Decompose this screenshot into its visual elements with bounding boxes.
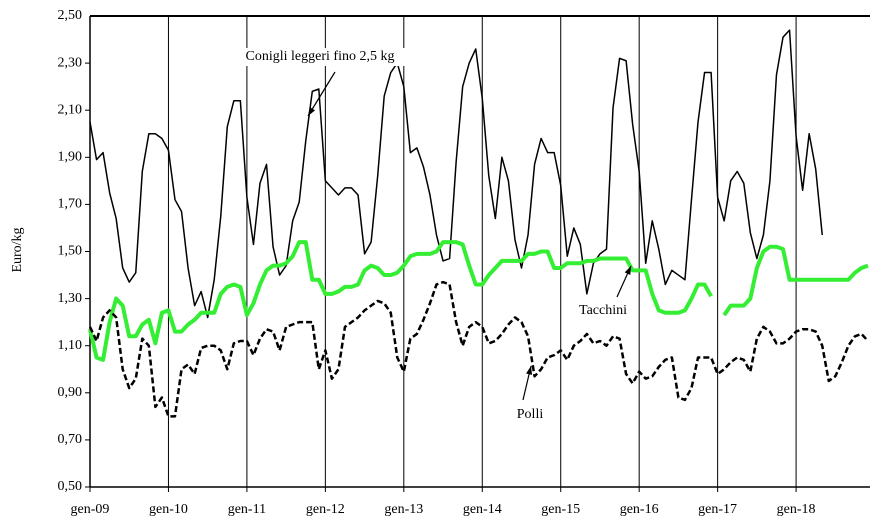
series-annotation: Polli (517, 407, 544, 422)
x-tick-label: gen-09 (71, 502, 110, 517)
series-annotation: Conigli leggeri fino 2,5 kg (246, 49, 395, 64)
y-tick-label: 0,70 (58, 432, 83, 447)
y-tick-label: 2,30 (58, 55, 83, 70)
annotation-bg (514, 406, 546, 424)
x-tick-label: gen-12 (306, 502, 345, 517)
x-tick-label: gen-13 (384, 502, 423, 517)
y-axis-label: Euro/kg (10, 227, 25, 272)
series-line (89, 29, 823, 319)
y-tick-label: 1,90 (58, 150, 83, 165)
y-tick-label: 1,10 (58, 338, 83, 353)
x-tick-label: gen-15 (541, 502, 580, 517)
x-tick-label: gen-10 (149, 502, 188, 517)
annotation-arrow (307, 71, 336, 117)
x-tick-label: gen-11 (228, 502, 266, 517)
series-annotation: Tacchini (579, 303, 627, 318)
y-tick-label: 1,30 (58, 291, 83, 306)
y-tick-label: 0,50 (58, 479, 83, 494)
annotation-arrowhead (526, 366, 533, 375)
annotation-bg (223, 48, 417, 66)
x-tick-label: gen-18 (777, 502, 816, 517)
annotation-bg (575, 302, 631, 320)
y-tick-label: 2,50 (58, 8, 83, 23)
x-tick-label: gen-16 (620, 502, 659, 517)
annotation-arrowhead (308, 107, 316, 116)
y-tick-label: 2,10 (58, 102, 83, 117)
series-line (88, 280, 869, 418)
x-tick-label: gen-17 (698, 502, 737, 517)
y-tick-label: 0,90 (58, 385, 83, 400)
y-tick-label: 1,50 (58, 244, 83, 259)
x-tick-label: gen-14 (463, 502, 502, 517)
y-tick-label: 1,70 (58, 197, 83, 212)
series-line (88, 240, 869, 362)
annotation-arrowhead (624, 266, 631, 275)
